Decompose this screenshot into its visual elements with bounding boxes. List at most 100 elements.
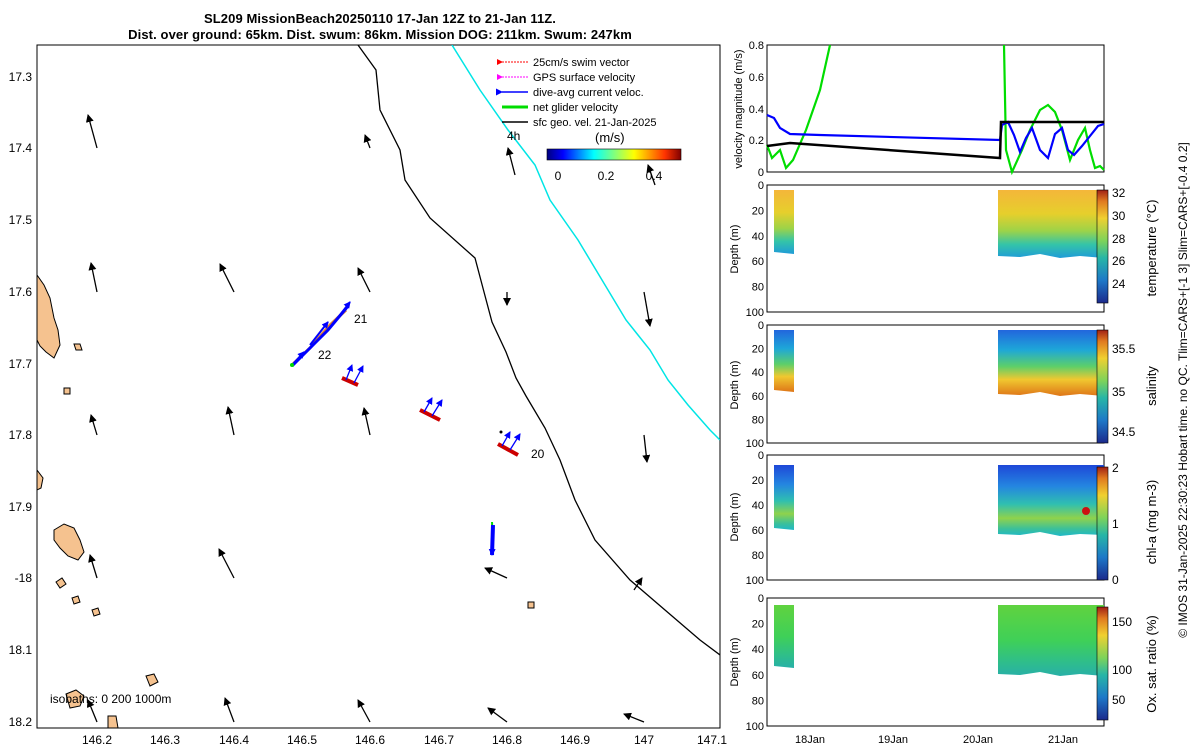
depth-tick: 40 xyxy=(752,231,764,243)
lon-tick: 146.7 xyxy=(424,733,454,747)
depth-ylabel: Depth (m) xyxy=(729,638,741,687)
depth-tick: 40 xyxy=(752,500,764,512)
net-velocity-line xyxy=(765,44,832,171)
ox-tick: 150 xyxy=(1112,615,1132,629)
lat-tick: 17.8 xyxy=(9,428,33,442)
ox-tick: 100 xyxy=(1112,663,1132,677)
legend-item-swim: 25cm/s swim vector xyxy=(533,57,630,69)
temperature-panel xyxy=(766,184,1109,313)
map-frame xyxy=(36,44,721,729)
velocity-ytick: 0.2 xyxy=(749,135,764,147)
lat-tick: 17.6 xyxy=(9,285,33,299)
isobaths-label: isobaths: 0 200 1000m xyxy=(50,692,171,706)
salinity-section-late xyxy=(998,330,1104,396)
depth-ylabel: Depth (m) xyxy=(729,225,741,274)
lat-tick: -18 xyxy=(15,571,33,585)
chla-section-early xyxy=(774,465,794,530)
salinity-section-early xyxy=(774,330,794,392)
oxygen-colorbar xyxy=(1096,606,1109,721)
time-tick: 18Jan xyxy=(795,734,825,746)
velocity-ytick: 0 xyxy=(758,167,764,179)
legend-item-gps: GPS surface velocity xyxy=(533,72,636,84)
island xyxy=(71,595,81,605)
depth-ylabel: Depth (m) xyxy=(729,493,741,542)
isobath-1000m xyxy=(451,45,720,441)
lon-tick: 146.5 xyxy=(287,733,317,747)
oxygen-panel xyxy=(766,597,1109,727)
velocity-panel: 0 0.2 0.4 0.6 0.8 velocity magnitude (m/… xyxy=(733,40,1105,179)
depth-ylabel: Depth (m) xyxy=(729,361,741,410)
legend-time-label: 4h xyxy=(507,129,520,143)
mainland-coast-lower xyxy=(37,469,44,491)
depth-tick: 20 xyxy=(752,475,764,487)
plot-title-line2: Dist. over ground: 65km. Dist. swum: 86k… xyxy=(128,27,632,42)
island xyxy=(107,715,119,728)
mainland-coast xyxy=(37,274,61,359)
depth-tick: 20 xyxy=(752,205,764,217)
oxygen-section-early xyxy=(774,605,794,668)
lat-tick: 18.2 xyxy=(9,715,33,729)
salinity-colorbar xyxy=(1096,329,1109,444)
colorbar-tick: 0.2 xyxy=(598,169,615,183)
temperature-label: temperature (°C) xyxy=(1144,200,1159,297)
chla-label: chl-a (mg m-3) xyxy=(1144,480,1159,565)
time-axis: 18Jan 19Jan 20Jan 21Jan xyxy=(795,734,1078,746)
day-label-22: 22 xyxy=(318,348,332,362)
dive-avg-velocity-line xyxy=(766,113,1105,161)
sal-tick: 34.5 xyxy=(1112,425,1136,439)
glider-track-south xyxy=(488,521,496,556)
depth-tick: 0 xyxy=(758,320,764,332)
depth-tick: 100 xyxy=(746,438,764,450)
day-label-20: 20 xyxy=(531,447,545,461)
lat-tick: 17.3 xyxy=(9,70,33,84)
lon-tick: 146.3 xyxy=(150,733,180,747)
temp-tick: 30 xyxy=(1112,209,1126,223)
island xyxy=(527,601,535,609)
plot-title-line1: SL209 MissionBeach20250110 17-Jan 12Z to… xyxy=(203,11,557,26)
depth-tick: 80 xyxy=(752,695,764,707)
chla-tick: 2 xyxy=(1112,461,1119,475)
lon-tick: 147 xyxy=(634,733,654,747)
lon-axis: 146.2 146.3 146.4 146.5 146.6 146.7 146.… xyxy=(82,733,727,747)
colorbar-tick: 0.4 xyxy=(646,169,663,183)
island-large xyxy=(53,523,85,561)
temp-tick: 32 xyxy=(1112,186,1126,200)
lon-tick: 146.9 xyxy=(560,733,590,747)
depth-tick: 60 xyxy=(752,525,764,537)
oxygen-section-late xyxy=(998,605,1104,676)
velocity-ytick: 0.6 xyxy=(749,72,764,84)
depth-tick: 60 xyxy=(752,391,764,403)
glider-track-mid xyxy=(341,364,521,457)
depth-tick: 0 xyxy=(758,593,764,605)
lat-tick: 18.1 xyxy=(9,643,33,657)
oxygen-label: Ox. sat. ratio (%) xyxy=(1144,615,1159,713)
lat-tick: 17.5 xyxy=(9,213,33,227)
depth-tick: 60 xyxy=(752,670,764,682)
depth-axes: 0204060801000204060801000204060801000204… xyxy=(746,180,764,733)
depth-tick: 40 xyxy=(752,367,764,379)
lon-tick: 146.8 xyxy=(492,733,522,747)
legend-item-dive-avg: dive-avg current veloc. xyxy=(533,87,644,99)
velocity-colorbar xyxy=(546,148,682,161)
depth-tick: 80 xyxy=(752,414,764,426)
sal-tick: 35 xyxy=(1112,385,1126,399)
depth-tick: 100 xyxy=(746,575,764,587)
depth-tick: 60 xyxy=(752,256,764,268)
lat-tick: 17.4 xyxy=(9,141,33,155)
depth-tick: 100 xyxy=(746,721,764,733)
depth-tick: 0 xyxy=(758,180,764,192)
time-tick: 20Jan xyxy=(963,734,993,746)
salinity-label: salinity xyxy=(1144,366,1159,406)
lon-tick: 146.4 xyxy=(219,733,249,747)
island xyxy=(65,689,85,709)
velocity-yaxis: 0 0.2 0.4 0.6 0.8 xyxy=(749,40,764,179)
chla-tick: 1 xyxy=(1112,517,1119,531)
chla-panel xyxy=(766,454,1109,581)
island xyxy=(63,387,71,395)
ox-tick: 50 xyxy=(1112,693,1126,707)
time-tick: 21Jan xyxy=(1048,734,1078,746)
colorbar-tick: 0 xyxy=(555,169,562,183)
lon-tick: 146.2 xyxy=(82,733,112,747)
lat-tick: 17.7 xyxy=(9,357,33,371)
